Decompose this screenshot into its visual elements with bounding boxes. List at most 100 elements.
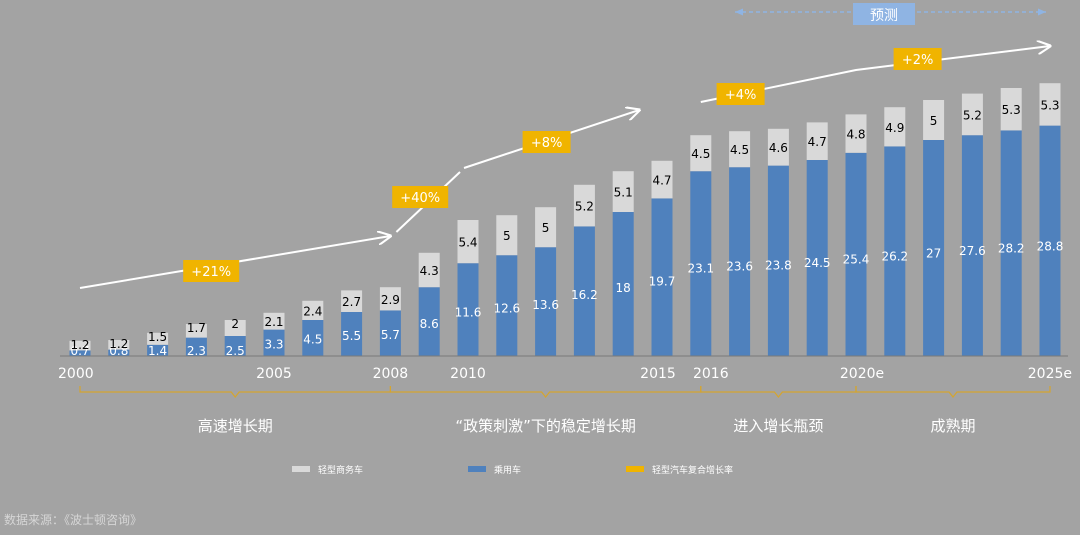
bar-commercial (690, 135, 712, 172)
data-label-passenger: 28.2 (998, 242, 1025, 256)
data-label-passenger: 1.4 (148, 344, 167, 358)
data-label-passenger: 0.7 (70, 344, 89, 358)
x-tick-label: 2005 (256, 366, 292, 382)
bar-passenger (341, 312, 363, 356)
phase-bracket (855, 386, 1051, 398)
bar-passenger (729, 167, 751, 356)
bar-commercial (108, 340, 130, 350)
data-label-commercial: 4.5 (730, 143, 749, 157)
growth-badge-label: +40% (400, 191, 440, 206)
data-label-passenger: 5.7 (381, 328, 400, 342)
bar-commercial (457, 220, 479, 264)
bar-passenger (302, 320, 324, 356)
bar-commercial (302, 300, 324, 320)
bars-layer: 0.71.2 0.81.2 1.41.52.31.72.523.32.14.52.4… (69, 83, 1064, 358)
data-label-commercial: 4.7 (808, 135, 827, 149)
growth-badge (183, 260, 240, 282)
data-label-passenger: 18 (616, 281, 631, 295)
bar-commercial (767, 128, 789, 166)
bar-passenger (185, 337, 207, 356)
data-label-commercial: 5.3 (1040, 98, 1059, 112)
legend-label-passenger: 乘用车 (494, 464, 521, 476)
bar-commercial (185, 324, 207, 338)
phases-layer: 高速增长期 “政策刺激”下的稳定增长期 进入增长瓶颈 成熟期 (79, 386, 1051, 435)
growth-badge-label: +4% (725, 88, 757, 103)
bar-passenger (923, 140, 945, 356)
data-label-passenger: 25.4 (843, 252, 870, 266)
legend: 轻型商务车 乘用车 轻型汽车复合增长率 (292, 464, 733, 476)
data-label-commercial: 2.7 (342, 295, 361, 309)
phase-label: “政策刺激”下的稳定增长期 (455, 417, 636, 435)
growth-badge (716, 83, 765, 105)
data-label-commercial: 2.4 (303, 304, 322, 318)
bar-commercial (845, 114, 867, 153)
legend-label-growth: 轻型汽车复合增长率 (652, 464, 733, 476)
data-label-passenger: 11.6 (455, 305, 482, 319)
bar-passenger (961, 135, 983, 356)
data-label-commercial: 5.2 (575, 200, 594, 214)
data-label-commercial: 4.5 (691, 147, 710, 161)
data-label-commercial: 2.9 (381, 293, 400, 307)
bar-passenger (573, 226, 595, 356)
data-label-passenger: 23.8 (765, 259, 792, 273)
bar-commercial (573, 184, 595, 227)
data-label-commercial: 5 (930, 114, 938, 128)
data-label-passenger: 2.5 (226, 344, 245, 358)
data-label-passenger: 23.1 (687, 261, 714, 275)
growth-badge-label: +2% (902, 53, 934, 68)
data-label-commercial: 1.7 (187, 321, 206, 335)
data-label-passenger: 28.8 (1037, 239, 1064, 253)
data-label-commercial: 5.2 (963, 108, 982, 122)
bar-commercial (379, 287, 401, 311)
bar-passenger (418, 287, 440, 356)
bar-commercial (496, 215, 518, 256)
growth-badge-label: +21% (191, 265, 231, 280)
bar-commercial (612, 171, 634, 212)
bar-passenger (496, 255, 518, 356)
x-tick-label: 2015 (640, 366, 676, 382)
bar-commercial (69, 340, 91, 351)
bar-passenger (845, 152, 867, 356)
phase-label: 进入增长瓶颈 (733, 417, 823, 435)
data-label-passenger: 2.3 (187, 344, 206, 358)
data-label-commercial: 4.8 (846, 128, 865, 142)
bar-commercial (535, 207, 557, 248)
data-label-passenger: 5.5 (342, 329, 361, 343)
data-label-passenger: 19.7 (649, 274, 676, 288)
bar-passenger (69, 350, 91, 356)
bar-passenger (535, 247, 557, 356)
x-tick-label: 2020e (840, 366, 884, 382)
data-label-commercial: 5 (542, 221, 550, 235)
forecast-label: 预测 (870, 8, 898, 24)
data-label-commercial: 4.7 (652, 174, 671, 188)
data-label-passenger: 12.6 (493, 302, 520, 316)
data-label-passenger: 24.5 (804, 256, 831, 270)
bar-passenger (1039, 125, 1061, 356)
bar-commercial (147, 332, 169, 345)
data-label-passenger: 4.5 (303, 333, 322, 347)
growth-badge (893, 48, 942, 70)
bar-passenger (612, 212, 634, 356)
phase-label: 成熟期 (930, 417, 975, 435)
bar-commercial (651, 160, 673, 199)
x-tick-label: 2010 (450, 366, 486, 382)
phase-bracket (700, 386, 857, 398)
data-label-commercial: 1.5 (148, 330, 167, 344)
bar-commercial (729, 131, 751, 168)
bar-passenger (690, 171, 712, 356)
forecast-indicator: 预测 (735, 3, 1046, 25)
axis-layer: 2000 2005 2008 2010 2015 2016 2020e 2025e (58, 355, 1072, 382)
data-label-passenger: 13.6 (532, 298, 559, 312)
bar-passenger (108, 349, 130, 356)
data-label-commercial: 5.3 (1002, 103, 1021, 117)
bar-passenger (884, 146, 906, 356)
bar-commercial (1000, 88, 1022, 131)
legend-swatch-growth (626, 466, 644, 472)
bar-passenger (379, 310, 401, 356)
data-label-passenger: 8.6 (420, 317, 439, 331)
bar-commercial (418, 252, 440, 288)
data-label-commercial: 4.9 (885, 121, 904, 135)
bar-passenger (147, 344, 169, 356)
x-tick-label: 2016 (693, 366, 729, 382)
